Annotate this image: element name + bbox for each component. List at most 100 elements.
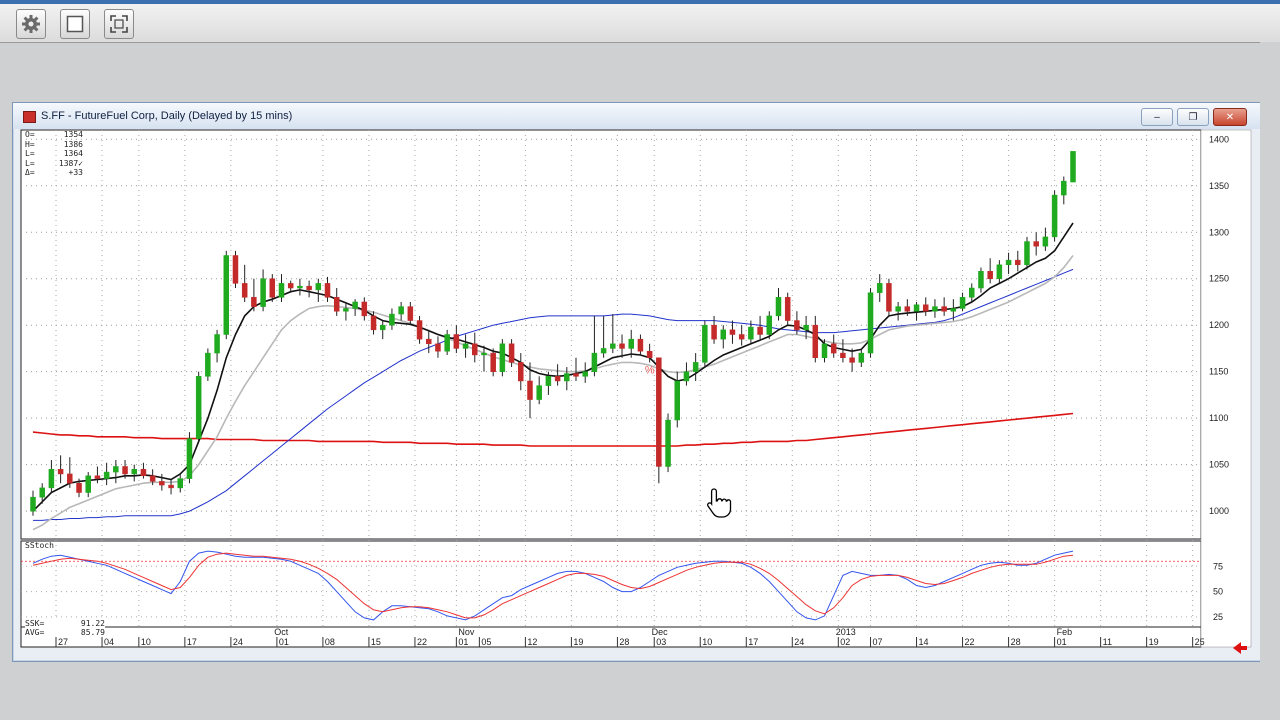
candle-body: [251, 297, 257, 307]
candle-body: [379, 324, 386, 331]
ohlc-value: 1387✓: [58, 158, 83, 168]
candle-body: [527, 380, 533, 400]
candle-body: [720, 329, 727, 340]
candle-body: [398, 306, 404, 315]
candle-body: [1024, 241, 1030, 266]
candle-body: [370, 315, 377, 331]
candle-body: [858, 352, 865, 363]
chart-window: S.FF - FutureFuel Corp, Daily (Delayed b…: [12, 102, 1262, 662]
moving-average-line: [33, 268, 1074, 521]
date-tick-label: 15: [371, 637, 381, 647]
date-axis-bg: [20, 626, 1202, 648]
candle-body: [177, 478, 184, 489]
date-tick-label: 12: [527, 637, 537, 647]
candle-body: [876, 283, 883, 293]
candle-body: [886, 283, 892, 312]
candle-body: [775, 297, 782, 317]
candle-body: [260, 278, 266, 307]
candle-body: [932, 306, 938, 312]
candle-body: [389, 313, 395, 326]
minimize-button[interactable]: ‒: [1141, 108, 1173, 126]
ohlc-value: 1364: [63, 149, 83, 158]
price-tick-label: 1150: [1209, 367, 1228, 377]
moving-average-line: [32, 412, 1074, 447]
gear-icon: [22, 15, 40, 33]
candle-body: [1033, 241, 1039, 247]
candle-body: [564, 373, 570, 382]
price-tick-label: 1200: [1209, 320, 1229, 330]
candle-body: [214, 334, 220, 354]
candle-body: [812, 324, 819, 358]
month-label: Nov: [458, 627, 475, 637]
hand-cursor-icon: [707, 488, 732, 518]
stoch-tick-label: 75: [1213, 561, 1223, 571]
date-tick-label: 28: [619, 637, 629, 647]
candle-body: [582, 371, 588, 377]
candle-body: [628, 338, 634, 349]
candle-body: [922, 304, 929, 312]
candle-body: [481, 352, 487, 356]
month-label: 2013: [836, 627, 856, 637]
settings-button[interactable]: [16, 9, 46, 39]
chart-window-title: S.FF - FutureFuel Corp, Daily (Delayed b…: [41, 110, 293, 122]
candle-body: [131, 469, 137, 475]
candle-body: [683, 371, 690, 382]
ohlc-value: 1354: [63, 130, 83, 139]
candle-body: [67, 473, 73, 484]
chart-window-titlebar[interactable]: S.FF - FutureFuel Corp, Daily (Delayed b…: [13, 103, 1261, 129]
candle-body: [959, 297, 966, 309]
stoch-tick-label: 50: [1213, 587, 1223, 597]
candle-body: [168, 484, 174, 489]
candle-body: [159, 481, 165, 486]
candle-body: [784, 297, 791, 321]
stoch-line: [32, 552, 1074, 619]
window-layout-button[interactable]: [60, 9, 90, 39]
ohlc-key: L=: [25, 158, 35, 168]
candle-body: [637, 338, 644, 352]
candle-body: [1005, 259, 1012, 266]
stoch-key: AVG=: [25, 628, 45, 637]
date-tick-label: 08: [325, 637, 335, 647]
candle-body: [315, 283, 322, 291]
price-chart[interactable]: 1000 1050 1100 1150 1200 1250 1300 1350 1400 25 50…: [13, 103, 1261, 661]
date-tick-label: 24: [794, 637, 804, 647]
candle-body: [849, 357, 855, 363]
date-tick-label: 28: [1011, 637, 1021, 647]
candle-body: [297, 285, 303, 289]
month-label: Feb: [1057, 627, 1073, 637]
close-button[interactable]: ✕: [1213, 108, 1247, 126]
candle-body: [573, 373, 579, 377]
candle-body: [830, 343, 837, 354]
date-tick-label: 27: [58, 637, 68, 647]
candle-body: [223, 255, 230, 335]
candle-body: [969, 287, 975, 298]
candle-body: [122, 466, 128, 475]
price-tick-label: 1400: [1209, 134, 1229, 144]
candle-body: [757, 326, 763, 335]
restore-button[interactable]: ❐: [1177, 108, 1209, 126]
date-tick-label: 10: [141, 637, 151, 647]
candle-body: [416, 320, 423, 340]
price-tick-label: 1250: [1209, 274, 1229, 284]
ohlc-key: Δ=: [25, 168, 35, 177]
month-label: Dec: [652, 627, 669, 637]
candle-body: [941, 306, 947, 312]
date-tick-label: 17: [748, 637, 758, 647]
candle-body: [76, 482, 82, 493]
candle-body: [426, 338, 432, 345]
candle-body: [840, 352, 846, 358]
date-tick-label: 01: [279, 637, 289, 647]
candle-body: [232, 255, 239, 284]
stoch-panel-bg: [20, 540, 1202, 628]
price-panel-bg: [20, 129, 1202, 540]
date-tick-label: 01: [1057, 637, 1067, 647]
candle-body: [85, 475, 91, 493]
ohlc-key: O=: [25, 130, 35, 139]
ohlc-value: 1386: [63, 139, 83, 149]
candle-body: [140, 469, 147, 477]
candle-body: [352, 301, 358, 309]
fit-screen-button[interactable]: [104, 9, 134, 39]
candle-body: [665, 419, 671, 467]
stoch-value: 85.79: [80, 628, 105, 637]
date-tick-label: 11: [1103, 637, 1112, 647]
